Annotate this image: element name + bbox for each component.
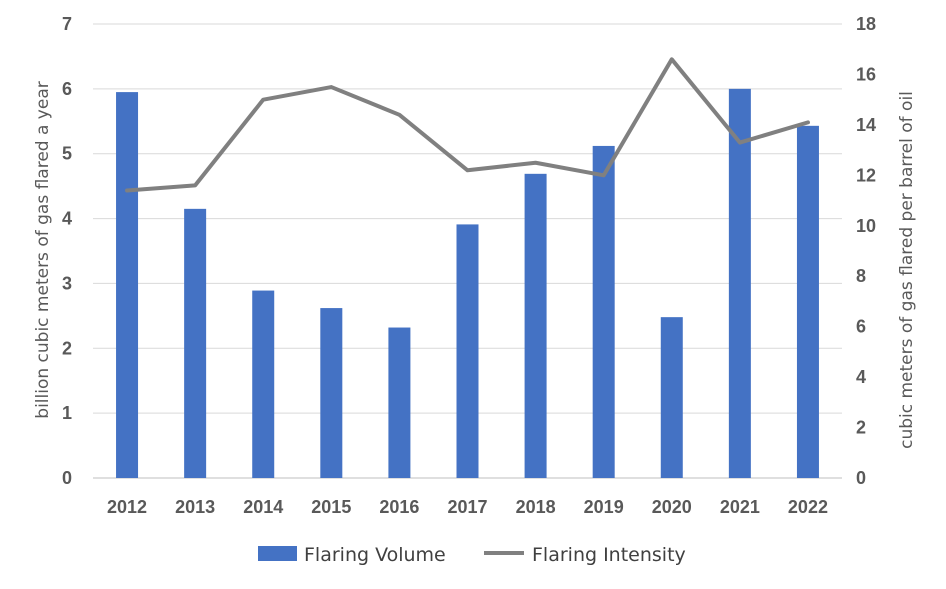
y2-axis-title: cubic meters of gas flared per barrel of… [897,91,917,449]
y2-tick-label: 4 [856,367,866,387]
line-point-2012 [126,189,128,191]
y2-tick-label: 18 [856,14,876,34]
bar-2014 [252,290,275,478]
bar-2012 [116,92,139,478]
bar-2018 [524,173,547,478]
line-point-2022 [807,121,809,123]
legend: Flaring Volume Flaring Intensity [258,544,686,566]
line-point-2018 [535,162,537,164]
x-tick-label: 2021 [720,497,760,517]
line-point-2016 [398,114,400,116]
x-tick-label: 2016 [379,497,419,517]
y-tick-label: 5 [62,144,72,164]
bar-2017 [456,224,479,478]
legend-label-flaring-volume: Flaring Volume [304,544,446,566]
line-series [125,57,810,193]
y-tick-label: 6 [62,79,72,99]
y-tick-label: 3 [62,273,72,293]
y2-tick-label: 12 [856,165,876,185]
bar-2019 [592,145,615,478]
bar-2020 [660,317,683,478]
y-axis-ticks: 0 1 2 3 4 5 6 7 [62,14,72,488]
bar-series [116,88,819,479]
line-point-2019 [603,174,605,176]
line-point-2020 [671,58,673,60]
x-tick-label: 2013 [175,497,215,517]
x-axis-ticks: 2012 2013 2014 2015 2016 2017 2018 2019 2020 2021… [107,497,828,517]
x-tick-label: 2020 [652,497,692,517]
x-tick-label: 2018 [516,497,556,517]
line-point-2015 [330,86,332,88]
y2-tick-label: 14 [856,115,876,135]
bar-2015 [320,308,343,478]
y2-tick-label: 16 [856,64,876,84]
x-tick-label: 2017 [447,497,487,517]
y2-tick-label: 6 [856,317,866,337]
y-tick-label: 4 [62,209,72,229]
y2-tick-label: 2 [856,418,866,438]
y-tick-label: 1 [62,403,72,423]
y-tick-label: 7 [62,14,72,34]
legend-label-flaring-intensity: Flaring Intensity [532,544,686,566]
line-point-2013 [194,184,196,186]
x-tick-label: 2015 [311,497,351,517]
line-point-2021 [739,142,741,144]
y-tick-label: 2 [62,338,72,358]
x-tick-label: 2014 [243,497,283,517]
legend-swatch-flaring-volume [258,546,297,561]
x-tick-label: 2012 [107,497,147,517]
bar-2013 [184,208,207,479]
flaring-intensity-line [125,57,810,193]
y2-axis-ticks: 0 2 4 6 8 10 12 14 16 18 [856,14,876,488]
line-point-2014 [262,99,264,101]
y-tick-label: 0 [62,468,72,488]
line-point-2017 [467,169,468,171]
bar-2022 [796,125,819,478]
y2-tick-label: 10 [856,216,876,236]
bar-2021 [728,88,751,478]
x-tick-label: 2019 [584,497,624,517]
x-tick-label: 2022 [788,497,828,517]
y2-tick-label: 8 [856,266,866,286]
y-axis-title: billion cubic meters of gas flared a yea… [33,81,53,418]
y2-tick-label: 0 [856,468,866,488]
bar-2016 [388,327,411,478]
